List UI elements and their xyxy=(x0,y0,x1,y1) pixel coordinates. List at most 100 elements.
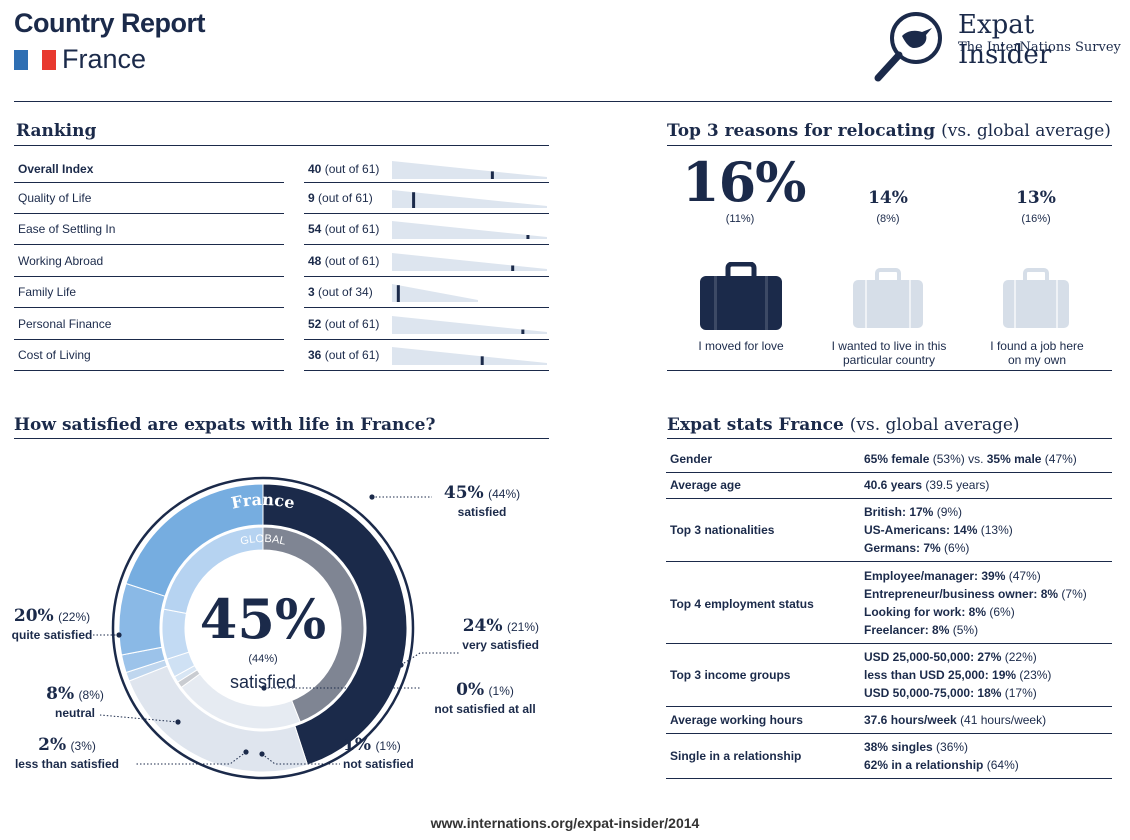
ranking-bar-wedge xyxy=(392,220,547,239)
label-satisfied-global: (44%) xyxy=(488,487,521,501)
leader-dot xyxy=(175,719,181,725)
ranking-bar-marker xyxy=(396,284,400,302)
ranking-bar-marker xyxy=(480,355,484,365)
ranking-suffix: (out of 61) xyxy=(321,222,380,236)
ranking-value: 52 (out of 61) xyxy=(304,309,549,340)
stat-line: 38% singles (36%) xyxy=(864,738,1019,756)
label-neutral-global: (8%) xyxy=(78,688,104,702)
label-less-than-satisfied-pct: 2% xyxy=(38,735,67,755)
donut-center-pct: 45% xyxy=(200,587,326,651)
stat-label: Top 3 nationalities xyxy=(670,523,775,537)
ranking-bar xyxy=(392,315,547,334)
footer-url[interactable]: www.internations.org/expat-insider/2014 xyxy=(430,815,700,831)
stat-value: 37.6 hours/week (41 hours/week) xyxy=(864,711,1046,729)
stats-title-note: (vs. global average) xyxy=(849,415,1020,435)
ranking-value: 36 (out of 61) xyxy=(304,340,549,371)
label-neutral-text: neutral xyxy=(54,706,95,720)
ranking-rank: 48 xyxy=(308,254,322,268)
stat-norm: (23%) xyxy=(1019,668,1052,682)
stat-norm: (6%) xyxy=(989,605,1015,619)
stat-bold: 62% in a relationship xyxy=(864,758,984,772)
stat-norm: (9%) xyxy=(936,505,963,519)
ranking-label: Ease of Settling In xyxy=(14,214,284,245)
stat-norm: (36%) xyxy=(936,740,969,754)
stat-bold: USD 25,000-50,000: 27% xyxy=(864,650,1002,664)
stat-line: USD 25,000-50,000: 27% (22%) xyxy=(864,648,1051,666)
stat-bold: Employee/manager: 39% xyxy=(864,569,1006,583)
donut-center-label: satisfied xyxy=(230,672,296,692)
leader-dot xyxy=(369,494,375,500)
reason-1-global: (11%) xyxy=(725,213,755,225)
stat-line: US-Americans: 14% (13%) xyxy=(864,521,1013,539)
label-not-satisfied: 1% (1%) not satisfied xyxy=(343,735,433,771)
stat-line: Freelancer: 8% (5%) xyxy=(864,621,1087,639)
stat-bold: Entrepreneur/business owner: 8% xyxy=(864,587,1059,601)
ranking-rank: 54 xyxy=(308,222,322,236)
stat-line: USD 50,000-75,000: 18% (17%) xyxy=(864,684,1051,702)
ranking-bar-wedge xyxy=(392,160,547,179)
reason-2-label-line-2: particular country xyxy=(842,353,936,367)
label-quite-satisfied-global: (22%) xyxy=(58,610,91,624)
reasons-title-note: (vs. global average) xyxy=(941,121,1111,141)
stat-norm: (64%) xyxy=(986,758,1019,772)
stat-bold: less than USD 25,000: 19% xyxy=(864,668,1017,682)
reasons-bottom-rule xyxy=(667,370,1112,371)
ranking-rank: 40 xyxy=(308,162,322,176)
donut-france-slice-quite-satisfied xyxy=(125,483,264,597)
label-satisfied-text: satisfied xyxy=(457,505,507,519)
logo-subtitle: The InterNations Survey xyxy=(958,40,1121,55)
ranking-bar-wedge xyxy=(392,315,547,334)
ranking-bar-marker xyxy=(490,170,494,179)
stat-bold: British: 17% xyxy=(864,505,934,519)
logo-title: Expat Insider xyxy=(958,10,1052,70)
donut-outer-ring xyxy=(111,476,415,780)
ranking-label: Overall Index xyxy=(14,156,284,183)
label-satisfied-pct: 45% xyxy=(443,483,484,503)
donut-inner-label: GLOBAL xyxy=(239,533,287,548)
stat-bold: Looking for work: 8% xyxy=(864,605,987,619)
reason-2-label: I wanted to live in this particular coun… xyxy=(818,339,960,367)
stat-bold: US-Americans: 14% xyxy=(864,523,978,537)
stat-row-nationalities: Top 3 nationalities British: 17% (9%) US… xyxy=(666,499,1112,562)
stat-norm: (7%) xyxy=(1061,587,1087,601)
ranking-bar-marker xyxy=(511,264,515,271)
ranking-bar-marker xyxy=(526,234,530,239)
stat-row-hours: Average working hours 37.6 hours/week (4… xyxy=(666,707,1112,734)
ranking-bar xyxy=(392,160,547,179)
stat-bold: 38% singles xyxy=(864,740,933,754)
stat-bold: 65% female xyxy=(864,452,930,466)
stat-line: less than USD 25,000: 19% (23%) xyxy=(864,666,1051,684)
stat-norm: (17%) xyxy=(1004,686,1037,700)
stat-norm: (6%) xyxy=(944,541,970,555)
stat-label: Gender xyxy=(670,452,713,466)
leader-line xyxy=(261,753,340,765)
stat-row-gender: Gender 65% female (53%) vs. 35% male (47… xyxy=(666,448,1112,473)
ranking-suffix: (out of 34) xyxy=(314,285,373,299)
suitcase-love-icon xyxy=(698,261,784,337)
stat-norm: (53%) vs. xyxy=(932,452,984,466)
leader-dot xyxy=(261,685,267,691)
stat-norm: (41 hours/week) xyxy=(960,713,1047,727)
leader-dot xyxy=(398,662,404,668)
label-neutral: 8% (8%) neutral xyxy=(40,684,110,720)
label-quite-satisfied-pct: 20% xyxy=(13,606,54,626)
ranking-suffix: (out of 61) xyxy=(321,254,380,268)
stat-label: Top 4 employment status xyxy=(670,597,814,611)
donut-global-slice-quite-satisfied xyxy=(163,526,264,614)
satisfaction-title-rule xyxy=(14,438,549,439)
ranking-title-rule xyxy=(14,145,549,146)
stat-norm: (22%) xyxy=(1004,650,1037,664)
stat-line: Looking for work: 8% (6%) xyxy=(864,603,1087,621)
ranking-rank: 9 xyxy=(308,191,315,205)
label-not-satisfied-at-all: 0% (1%) not satisfied at all xyxy=(431,680,539,716)
ranking-bar-marker xyxy=(521,329,525,334)
ranking-rank: 36 xyxy=(308,348,322,362)
stat-bold: Germans: 7% xyxy=(864,541,941,555)
stat-norm: (47%) xyxy=(1008,569,1041,583)
label-very-satisfied-global: (21%) xyxy=(506,620,539,634)
ranking-suffix: (out of 61) xyxy=(321,317,380,331)
reason-3-pct: 13% xyxy=(1016,188,1056,208)
stat-value: 65% female (53%) vs. 35% male (47%) xyxy=(864,450,1077,468)
ranking-rank: 52 xyxy=(308,317,322,331)
stat-row-age: Average age 40.6 years (39.5 years) xyxy=(666,473,1112,499)
